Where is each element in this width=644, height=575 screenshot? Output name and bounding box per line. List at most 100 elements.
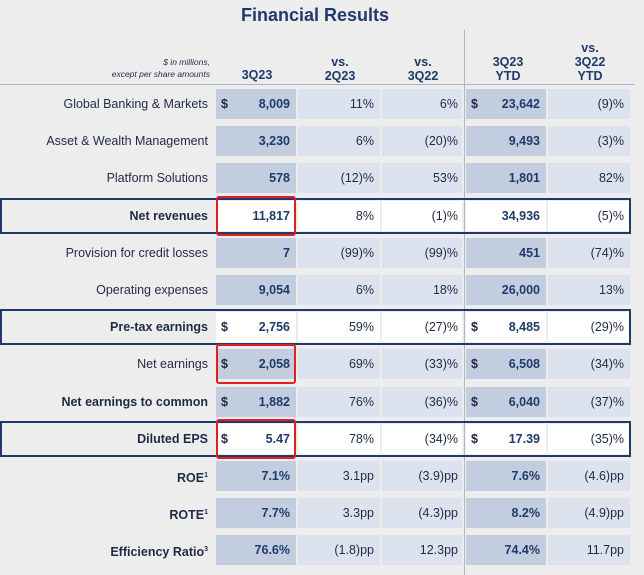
value-3q23: 8,009	[258, 97, 290, 111]
dollar-sign: $	[471, 320, 478, 334]
cell-background	[548, 89, 630, 119]
units-note: $ in millions, except per share amounts	[111, 57, 210, 79]
cell-background	[216, 275, 296, 305]
cell-background	[548, 349, 630, 379]
dollar-sign: $	[221, 432, 228, 446]
value-3q23-ytd: 26,000	[501, 283, 540, 297]
row-label-text: Efficiency Ratio	[110, 545, 205, 560]
cell-background	[216, 89, 296, 119]
cell-background	[548, 424, 630, 454]
value-vs-3q22-ytd: (35)%	[590, 432, 624, 446]
value-3q23-ytd: 34,936	[501, 209, 540, 223]
cell-background	[298, 535, 380, 565]
cell-background	[466, 201, 546, 231]
value-vs-3q22: (3.9)pp	[418, 469, 458, 483]
value-3q23: 5.47	[265, 432, 290, 446]
row-label: Global Banking & Markets	[63, 97, 208, 111]
header-3q23: 3Q23	[241, 68, 273, 82]
red-highlight-box	[216, 196, 296, 236]
footnote-marker: 1	[204, 472, 208, 479]
table-row-net-earnings-to-common: Net earnings to common $1,882 76% (36)% $6,0…	[0, 384, 634, 420]
value-vs-2q23: 76%	[348, 395, 374, 409]
value-3q23-ytd: 6,508	[508, 357, 540, 371]
table-row-asset-wealth-management: Asset & Wealth Management 3,230 6% (20)% 9,4…	[0, 123, 634, 159]
value-vs-3q22: 12.3pp	[419, 543, 458, 557]
value-vs-2q23: 59%	[348, 320, 374, 334]
cell-background	[216, 201, 296, 231]
table-row-net-earnings: Net earnings $2,058 69% (33)% $6,508 (34)%	[0, 346, 634, 382]
cell-background	[382, 312, 462, 342]
value-vs-2q23: (99)%	[340, 246, 374, 260]
value-vs-2q23: 8%	[355, 209, 374, 223]
cell-background	[466, 461, 546, 491]
value-vs-3q22-ytd: 82%	[598, 171, 624, 185]
value-3q23-ytd: 23,642	[501, 97, 540, 111]
cell-background	[466, 163, 546, 193]
value-vs-3q22: (1)%	[431, 209, 458, 223]
value-vs-2q23: 11%	[349, 97, 374, 111]
table-row-roe: ROE1 7.1% 3.1pp (3.9)pp 7.6% (4.6)pp	[0, 458, 634, 494]
value-3q23-ytd: 6,040	[508, 395, 540, 409]
value-vs-2q23: 3.3pp	[342, 506, 374, 520]
cell-background	[298, 498, 380, 528]
cell-background	[466, 535, 546, 565]
cell-background	[466, 126, 546, 156]
cell-background	[298, 89, 380, 119]
row-label: Net earnings to common	[61, 395, 208, 409]
cell-background	[466, 238, 546, 268]
cell-background	[298, 461, 380, 491]
cell-background	[548, 275, 630, 305]
value-vs-3q22: (4.3)pp	[418, 506, 458, 520]
cell-background	[382, 201, 462, 231]
table-row-diluted-eps: Diluted EPS $5.47 78% (34)% $17.39 (35)%	[0, 421, 634, 457]
cell-background	[466, 424, 546, 454]
cell-background	[298, 349, 380, 379]
cell-background	[216, 238, 296, 268]
cell-background	[382, 349, 462, 379]
value-3q23: 3,230	[258, 134, 290, 148]
footnote-marker: 3	[204, 546, 208, 553]
cell-background	[216, 461, 296, 491]
value-vs-2q23: 6%	[355, 134, 374, 148]
dollar-sign: $	[471, 357, 478, 371]
value-vs-2q23: (1.8)pp	[334, 543, 374, 557]
row-label: Operating expenses	[96, 283, 208, 297]
value-vs-3q22-ytd: (9)%	[597, 97, 624, 111]
cell-background	[466, 498, 546, 528]
cell-background	[382, 387, 462, 417]
header-divider	[0, 84, 634, 85]
value-3q23: 9,054	[258, 283, 290, 297]
cell-background	[466, 312, 546, 342]
cell-background	[216, 349, 296, 379]
table-row-pre-tax-earnings: Pre-tax earnings $2,756 59% (27)% $8,485 (29)…	[0, 309, 634, 345]
cell-background	[298, 126, 380, 156]
cell-background	[298, 387, 380, 417]
value-vs-3q22: 53%	[432, 171, 458, 185]
value-3q23: 2,756	[258, 320, 290, 334]
dollar-sign: $	[221, 395, 228, 409]
row-label: Asset & Wealth Management	[46, 134, 208, 148]
cell-background	[382, 89, 462, 119]
cell-background	[382, 535, 462, 565]
header-vs-3q22-ytd: vs. 3Q22 YTD	[574, 41, 606, 83]
value-vs-3q22-ytd: (74)%	[590, 246, 624, 260]
cell-background	[298, 424, 380, 454]
dollar-sign: $	[221, 320, 228, 334]
value-vs-3q22: (20)%	[424, 134, 458, 148]
value-vs-2q23: (12)%	[340, 171, 374, 185]
value-vs-2q23: 6%	[355, 283, 374, 297]
cell-background	[216, 498, 296, 528]
value-vs-3q22-ytd: (4.9)pp	[584, 506, 624, 520]
value-vs-3q22: 18%	[432, 283, 458, 297]
value-vs-3q22-ytd: (5)%	[597, 209, 624, 223]
highlight-row-border	[0, 421, 631, 457]
value-3q23: 1,882	[258, 395, 290, 409]
value-3q23-ytd: 74.4%	[504, 543, 540, 557]
column-divider	[464, 30, 465, 575]
header-vs-2q23: vs. 2Q23	[324, 55, 356, 83]
dollar-sign: $	[221, 357, 228, 371]
red-highlight-box	[216, 419, 296, 459]
table-row-rote: ROTE1 7.7% 3.3pp (4.3)pp 8.2% (4.9)pp	[0, 495, 634, 531]
row-label: Platform Solutions	[106, 171, 208, 185]
cell-background	[548, 201, 630, 231]
